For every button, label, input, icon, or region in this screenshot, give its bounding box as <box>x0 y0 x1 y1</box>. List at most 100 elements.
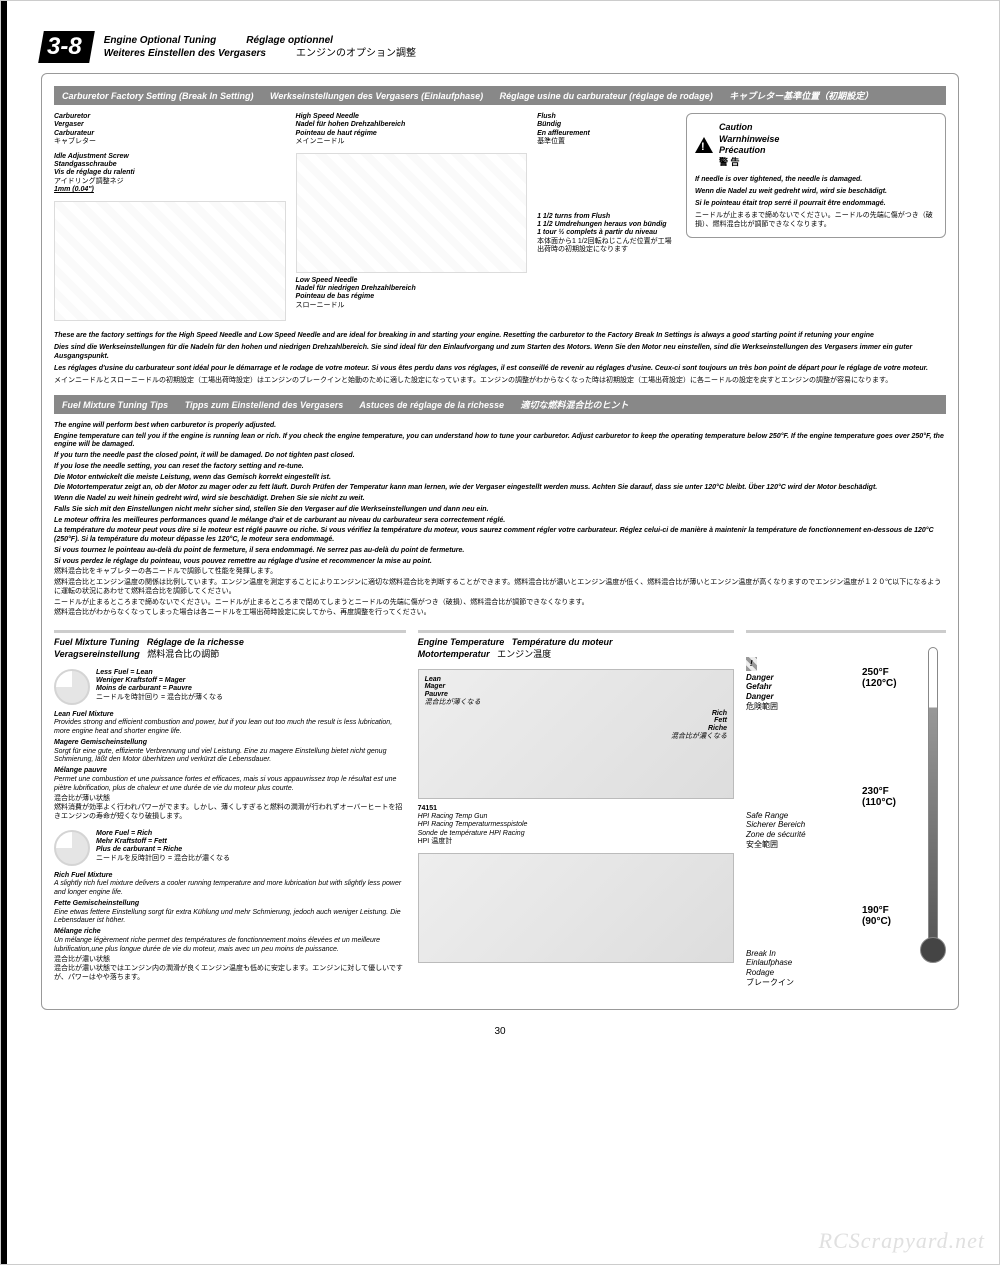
img-lean-fr: Pauvre <box>425 691 448 698</box>
section-number: 3-8 <box>38 31 94 63</box>
part-number-block: 74151 HPI Racing Temp Gun HPI Racing Tem… <box>418 805 734 847</box>
manual-page: 3-8 Engine Optional Tuning Réglage optio… <box>0 0 1000 1265</box>
engine-needle-diagram: Lean Mager Pauvre 混合比が薄くなる Rich Fett Ric… <box>418 669 734 799</box>
carb-mid: High Speed Needle Nadel für hohen Drehza… <box>296 113 528 316</box>
label-carb-jp: キャブレター <box>54 138 96 145</box>
caution-de: Warnhinweise <box>719 134 779 146</box>
label-idle-en: Idle Adjustment Screw <box>54 153 286 161</box>
temp-h-jp: エンジン温度 <box>497 649 551 659</box>
part-jp: HPI 温度計 <box>418 838 734 846</box>
bar-de: Werkseinstellungen des Vergasers (Einlau… <box>270 91 483 101</box>
tip-jp3: ニードルが止まるところまで締めないでください。ニードルが止まるところまで閉めてし… <box>54 599 946 608</box>
fuel-h-jp: 燃料混合比の調節 <box>147 649 219 659</box>
lean-p-en: Provides strong and efficient combustion… <box>54 719 392 735</box>
label-flush-jp: 基準位置 <box>537 138 565 145</box>
edge-bar <box>1 1 7 1264</box>
tips-bar-de: Tipps zum Einstellend des Vergasers <box>185 400 344 410</box>
caution-p3: Si le pointeau était trop serré il pourr… <box>695 199 937 208</box>
label-vergaser: Vergaser <box>54 121 286 129</box>
bar-fr: Réglage usine du carburateur (réglage de… <box>500 91 713 101</box>
rich-desc: Rich Fuel MixtureA slightly rich fuel mi… <box>54 872 406 983</box>
label-lsn-en: Low Speed Needle <box>296 277 528 285</box>
caution-p1: If needle is over tightened, the needle … <box>695 175 937 184</box>
clockwise-icon <box>54 669 90 705</box>
part-num: 74151 <box>418 805 734 813</box>
fuel-h-de: Veragsereinstellung <box>54 649 140 659</box>
tip-jp1: 燃料混合比をキャブレターの各ニードルで調節して性能を発揮します。 <box>54 568 946 577</box>
note-jp: メインニードルとスローニードルの初期設定（工場出荷時設定）はエンジンのブレークイ… <box>54 376 946 385</box>
fuel-h-fr: Réglage de la richesse <box>147 637 244 647</box>
rich-dir-fr: Plus de carburant = Riche <box>96 846 230 854</box>
temp-190: 190°F (90°C) <box>862 905 912 927</box>
rich-p-en: A slightly rich fuel mixture delivers a … <box>54 880 401 896</box>
note-de: Dies sind die Werkseinstellungen für die… <box>54 343 946 361</box>
img-rich-fr: Riche <box>708 725 727 732</box>
img-rich-de: Fett <box>714 717 727 724</box>
label-turns-en: 1 1/2 turns from Flush <box>537 213 676 221</box>
lean-dir-jp: ニードルを時計回り = 混合比が薄くなる <box>96 694 223 702</box>
rich-dir-en: More Fuel = Rich <box>96 830 230 838</box>
bottom-row: Fuel Mixture Tuning Réglage de la riches… <box>54 630 946 997</box>
caution-jp: 警 告 <box>719 157 779 169</box>
tips-bar-fr: Astuces de réglage de la richesse <box>359 400 504 410</box>
img-lean-en: Lean <box>425 676 441 683</box>
lean-h-de: Magere Gemischeinstellung <box>54 739 147 746</box>
bar-jp: キャブレター基準位置（初期設定） <box>729 91 873 101</box>
thermo-labels: ! Danger Gefahr Danger 危険範囲 Safe Range S… <box>746 637 854 997</box>
lean-p-jp: 燃料消費が効率よく行われパワーがでます。しかし、薄くしすぎると燃料の潤滑が行われ… <box>54 804 402 820</box>
lean-p-de: Sorgt für eine gute, effiziente Verbrenn… <box>54 748 386 764</box>
danger-fr: Danger <box>746 692 774 701</box>
temp-h-fr: Température du moteur <box>512 637 613 647</box>
label-carburetor: Carburetor <box>54 113 286 121</box>
img-rich-en: Rich <box>712 710 727 717</box>
temp-gun-diagram <box>418 853 734 963</box>
tips-text: The engine will perform best when carbur… <box>54 422 946 618</box>
tip-de1: Die Motor entwickelt die meiste Leistung… <box>54 474 946 483</box>
note-en: These are the factory settings for the H… <box>54 331 946 340</box>
label-flush-de: Bündig <box>537 121 676 129</box>
rich-h-en: Rich Fuel Mixture <box>54 872 112 879</box>
safe-en: Safe Range <box>746 811 788 820</box>
lean-h-en: Lean Fuel Mixture <box>54 711 114 718</box>
part-de: HPI Racing Temperaturmesspistole <box>418 821 734 829</box>
label-idle-jp: アイドリング調整ネジ <box>54 178 124 185</box>
tips-bar: Fuel Mixture Tuning Tips Tipps zum Einst… <box>54 395 946 414</box>
label-hsn-fr: Pointeau de haut régime <box>296 130 528 138</box>
danger-jp: 危険範囲 <box>746 702 778 711</box>
tip-en2: Engine temperature can tell you if the e… <box>54 433 946 451</box>
lean-p-fr: Permet une combustion et une puissance f… <box>54 776 396 792</box>
caution-p4: ニードルが止まるまで締めないでください。ニードルの先端に傷がつき（破損）、燃料混… <box>695 211 937 229</box>
tip-fr1: Le moteur offrira les meilleures perform… <box>54 517 946 526</box>
label-flush-en: Flush <box>537 113 676 121</box>
temp-h-en: Engine Temperature <box>418 637 505 647</box>
title-en: Engine Optional Tuning <box>104 34 217 47</box>
label-lsn-jp: スローニードル <box>296 302 345 309</box>
temp-h-de: Motortemperatur <box>418 649 490 659</box>
rich-dir-de: Mehr Kraftstoff = Fett <box>96 838 230 846</box>
title-fr: Réglage optionnel <box>246 34 333 47</box>
tip-en4: If you lose the needle setting, you can … <box>54 463 946 472</box>
fuel-mixture-col: Fuel Mixture Tuning Réglage de la riches… <box>54 630 406 997</box>
temp-readings: 250°F (120°C) 230°F (110°C) 190°F (90°C) <box>862 637 912 997</box>
caution-p2: Wenn die Nadel zu weit gedreht wird, wir… <box>695 187 937 196</box>
section-titles: Engine Optional Tuning Réglage optionnel… <box>104 34 416 60</box>
thermometer-icon <box>920 637 946 997</box>
lean-desc: Lean Fuel MixtureProvides strong and eff… <box>54 711 406 822</box>
warning-icon <box>695 137 713 153</box>
label-turns-fr: 1 tour ½ complets à partir du niveau <box>537 229 676 237</box>
part-fr: Sonde de température HPI Racing <box>418 830 734 838</box>
rich-h-jp: 混合比が濃い状態 <box>54 956 110 963</box>
rich-h-de: Fette Gemischeinstellung <box>54 900 139 907</box>
img-lean-de: Mager <box>425 683 446 690</box>
break-jp: ブレークイン <box>746 978 794 987</box>
lean-h-fr: Mélange pauvre <box>54 767 107 774</box>
danger-en: Danger <box>746 673 774 682</box>
tip-fr4: Si vous perdez le réglage du pointeau, v… <box>54 558 946 567</box>
watermark: RCScrapyard.net <box>819 1228 985 1254</box>
bar-en: Carburetor Factory Setting (Break In Set… <box>62 91 254 101</box>
rich-direction: More Fuel = Rich Mehr Kraftstoff = Fett … <box>54 830 406 866</box>
tip-en1: The engine will perform best when carbur… <box>54 422 946 431</box>
lean-dir-de: Weniger Kraftstoff = Mager <box>96 677 223 685</box>
engine-temp-col: Engine Temperature Température du moteur… <box>418 630 734 997</box>
break-de: Einlaufphase <box>746 958 792 967</box>
